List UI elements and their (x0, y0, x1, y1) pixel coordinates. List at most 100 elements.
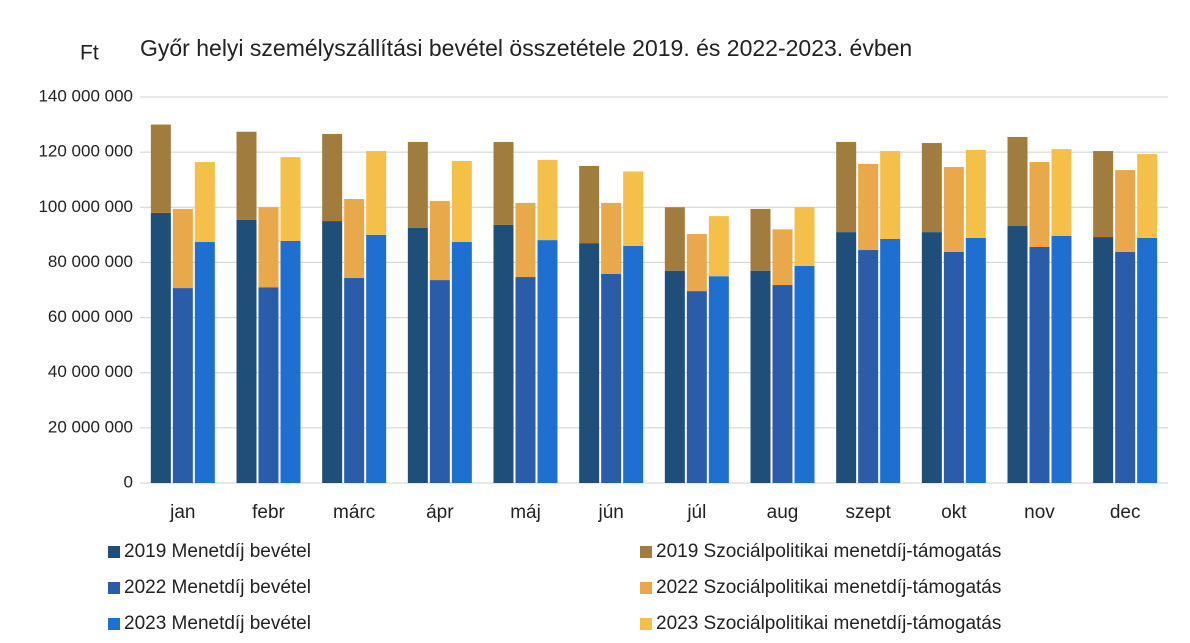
bar-segment (921, 232, 942, 483)
bar-segment (1051, 149, 1072, 236)
bar-segment (344, 277, 365, 483)
bar-segment (750, 270, 771, 483)
bar-segment (515, 277, 536, 483)
x-tick-label: márc (333, 502, 375, 523)
bar-segment (794, 207, 815, 267)
bar-segment (258, 287, 279, 483)
x-tick-label: dec (1110, 502, 1141, 523)
legend-swatch (640, 546, 652, 558)
y-tick-label: 120 000 000 (38, 142, 133, 161)
bar-segment (322, 133, 343, 222)
bar-segment (772, 285, 793, 483)
legend-label: 2022 Szociálpolitikai menetdíj-támogatás (656, 577, 1001, 598)
legend-swatch (108, 582, 120, 594)
bar-segment (880, 151, 901, 239)
y-tick-label: 100 000 000 (38, 197, 133, 216)
bar-segment (943, 167, 964, 252)
y-tick-label: 40 000 000 (48, 362, 133, 381)
bar-segment (1115, 170, 1136, 252)
bar-segment (537, 159, 558, 241)
bar-segment (708, 276, 729, 483)
bar-segment (601, 274, 622, 483)
bar-segment (1051, 235, 1072, 483)
bar-segment (623, 171, 644, 246)
legend-swatch (108, 546, 120, 558)
bar-segment (172, 208, 193, 289)
x-tick-label: febr (252, 502, 285, 523)
legend-swatch (108, 618, 120, 630)
legend-label: 2019 Menetdíj bevétel (124, 541, 311, 562)
bar-segment (1029, 246, 1050, 483)
x-tick-label: máj (510, 502, 541, 523)
bar-segment (493, 224, 514, 483)
bar-segment (794, 266, 815, 483)
bar-segment (836, 232, 857, 483)
y-tick-label: 0 (124, 472, 133, 491)
bar-segment (236, 131, 257, 220)
bar-segment (150, 124, 171, 213)
bar-segment (858, 250, 879, 483)
legend-label: 2023 Menetdíj bevétel (124, 613, 311, 634)
bar-segment (280, 157, 301, 241)
legend-label: 2022 Menetdíj bevétel (124, 577, 311, 598)
x-tick-label: jan (169, 502, 195, 523)
bar-segment (1029, 162, 1050, 247)
bar-segment (836, 141, 857, 233)
bar-segment (407, 141, 428, 228)
y-axis-label: Ft (80, 42, 99, 65)
bar-segment (194, 162, 215, 243)
x-tick-label: nov (1024, 502, 1055, 523)
legend-swatch (640, 582, 652, 594)
bar-segment (1137, 154, 1158, 238)
bar-segment (579, 243, 600, 483)
bar-segment (194, 242, 215, 483)
bar-segment (579, 165, 600, 244)
bar-segment (664, 207, 685, 271)
legend-swatch (640, 618, 652, 630)
bar-segment (965, 237, 986, 483)
bar-segment (1093, 151, 1114, 238)
x-tick-label: szept (845, 502, 891, 523)
bar-segment (150, 212, 171, 484)
bar-segment (366, 151, 387, 235)
x-tick-label: aug (767, 502, 799, 523)
bar-segment (943, 251, 964, 483)
bar-segment (344, 199, 365, 278)
bar-segment (686, 234, 707, 292)
bar-segment (451, 160, 472, 243)
x-tick-label: júl (686, 502, 706, 523)
y-tick-label: 140 000 000 (38, 86, 133, 105)
bar-segment (1007, 136, 1028, 227)
bar-segment (537, 240, 558, 483)
bar-segment (280, 240, 301, 483)
y-tick-label: 80 000 000 (48, 252, 133, 271)
bar-segment (407, 227, 428, 483)
x-tick-label: okt (941, 502, 967, 523)
bar-segment (880, 238, 901, 483)
bar-segment (258, 207, 279, 288)
bar-segment (493, 141, 514, 225)
y-tick-label: 20 000 000 (48, 417, 133, 436)
bar-segment (322, 221, 343, 484)
bar-segment (429, 200, 450, 281)
y-tick-label: 60 000 000 (48, 307, 133, 326)
bar-segment (366, 234, 387, 483)
bar-segment (750, 208, 771, 271)
bar-segment (921, 143, 942, 233)
bar-segment (172, 288, 193, 483)
legend-label: 2023 Szociálpolitikai menetdíj-támogatás (656, 613, 1001, 634)
x-tick-label: ápr (426, 502, 454, 523)
bar-segment (429, 280, 450, 483)
bar-segment (1137, 237, 1158, 483)
chart-title: Győr helyi személyszállítási bevétel öss… (140, 35, 912, 61)
bar-segment (708, 216, 729, 277)
bar-segment (965, 149, 986, 238)
bar-segment (1115, 251, 1136, 483)
bar-segment (686, 291, 707, 483)
x-tick-label: jún (597, 502, 623, 523)
bar-segment (664, 270, 685, 483)
bar-segment (1007, 226, 1028, 483)
bar-segment (601, 202, 622, 275)
legend-label: 2019 Szociálpolitikai menetdíj-támogatás (656, 541, 1001, 562)
